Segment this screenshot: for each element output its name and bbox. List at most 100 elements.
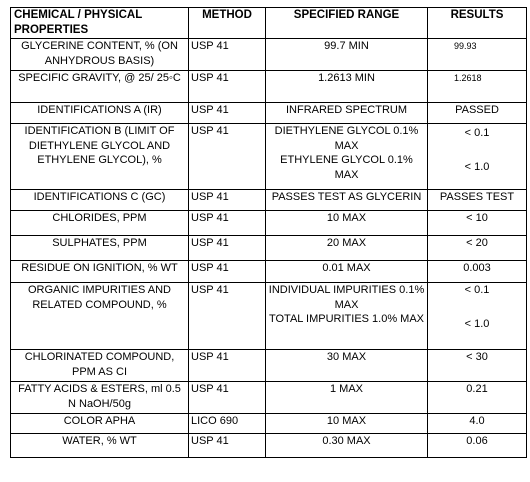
range-value: 30 MAX <box>326 351 367 363</box>
result-value: PASSED <box>455 104 499 116</box>
result-value: PASSES TEST <box>439 191 515 203</box>
method-cell: USP 41 <box>188 260 266 283</box>
property-cell: CHLORINATED COMPOUND, PPM AS CI <box>10 349 189 382</box>
range-value: 99.7 MIN <box>324 40 369 52</box>
property-cell: COLOR APHA <box>10 413 189 434</box>
table-row: IDENTIFICATION B (LIMIT OF DIETHYLENE GL… <box>10 123 527 190</box>
table-row: IDENTIFICATIONS A (IR) USP 41 INFRARED S… <box>10 102 527 124</box>
result-value: 0.06 <box>466 435 488 447</box>
result-value: < 20 <box>466 237 488 249</box>
property-cell: FATTY ACIDS & ESTERS, ml 0.5 N NaOH/50g <box>10 381 189 414</box>
method-cell: USP 41 <box>188 282 266 350</box>
result-value: 1.2618 <box>454 73 482 83</box>
range-value: ETHYLENE GLYCOL 0.1% MAX <box>280 154 413 181</box>
property-cell: CHLORIDES, PPM <box>10 210 189 236</box>
range-cell: INDIVIDUAL IMPURITIES 0.1% MAX TOTAL IMP… <box>265 282 428 350</box>
range-value: TOTAL IMPURITIES 1.0% MAX <box>268 313 425 325</box>
range-cell: 10 MAX <box>265 210 428 236</box>
range-value: 0.01 MAX <box>322 262 371 274</box>
table-row: SULPHATES, PPM USP 41 20 MAX < 20 <box>10 235 527 261</box>
range-cell: 99.7 MIN <box>265 38 428 71</box>
range-cell: 10 MAX <box>265 413 428 434</box>
range-cell: 1.2613 MIN <box>265 70 428 103</box>
specification-table: CHEMICAL / PHYSICAL PROPERTIES METHOD SP… <box>10 7 527 458</box>
range-cell: 0.01 MAX <box>265 260 428 283</box>
property-cell: SPECIFIC GRAVITY, @ 25/ 25◦C <box>10 70 189 103</box>
range-value: 1.2613 MIN <box>318 72 375 84</box>
header-method: METHOD <box>188 7 266 39</box>
range-cell: 20 MAX <box>265 235 428 261</box>
property-cell: WATER, % WT <box>10 433 189 458</box>
result-value: < 10 <box>466 212 488 224</box>
result-cell: 0.06 <box>427 433 527 458</box>
method-cell: USP 41 <box>188 235 266 261</box>
property-cell: IDENTIFICATION B (LIMIT OF DIETHYLENE GL… <box>10 123 189 190</box>
result-value: 4.0 <box>469 415 485 427</box>
result-cell: 0.003 <box>427 260 527 283</box>
range-value: INFRARED SPECTRUM <box>285 104 407 116</box>
result-cell: < 20 <box>427 235 527 261</box>
method-cell: USP 41 <box>188 381 266 414</box>
method-cell: LICO 690 <box>188 413 266 434</box>
table-row: IDENTIFICATIONS C (GC) USP 41 PASSES TES… <box>10 189 527 211</box>
table-row: GLYCERINE CONTENT, % (ON ANHYDROUS BASIS… <box>10 38 527 71</box>
property-cell: RESIDUE ON IGNITION, % WT <box>10 260 189 283</box>
table-row: ORGANIC IMPURITIES AND RELATED COMPOUND,… <box>10 282 527 350</box>
table-row: WATER, % WT USP 41 0.30 MAX 0.06 <box>10 433 527 458</box>
table-row: COLOR APHA LICO 690 10 MAX 4.0 <box>10 413 527 434</box>
table-row: SPECIFIC GRAVITY, @ 25/ 25◦C USP 41 1.26… <box>10 70 527 103</box>
result-value: 99.93 <box>454 41 477 51</box>
result-cell: < 10 <box>427 210 527 236</box>
property-cell: ORGANIC IMPURITIES AND RELATED COMPOUND,… <box>10 282 189 350</box>
range-value: 20 MAX <box>326 237 367 249</box>
result-cell: < 0.1 < 1.0 <box>427 282 527 350</box>
result-value: < 1.0 <box>464 317 490 330</box>
table-row: CHLORINATED COMPOUND, PPM AS CI USP 41 3… <box>10 349 527 382</box>
method-cell: USP 41 <box>188 349 266 382</box>
result-cell: 4.0 <box>427 413 527 434</box>
property-cell: GLYCERINE CONTENT, % (ON ANHYDROUS BASIS… <box>10 38 189 71</box>
method-cell: USP 41 <box>188 210 266 236</box>
result-cell: 1.2618 <box>427 70 527 103</box>
method-cell: USP 41 <box>188 433 266 458</box>
range-value: 10 MAX <box>326 212 367 224</box>
property-cell: SULPHATES, PPM <box>10 235 189 261</box>
range-cell: PASSES TEST AS GLYCERIN <box>265 189 428 211</box>
result-value: 0.21 <box>466 383 488 395</box>
range-value: INDIVIDUAL IMPURITIES 0.1% MAX <box>268 284 425 311</box>
result-cell: < 0.1 < 1.0 <box>427 123 527 190</box>
method-cell: USP 41 <box>188 38 266 71</box>
result-value: < 30 <box>466 351 488 363</box>
range-value: DIETHYLENE GLYCOL 0.1% MAX <box>274 125 419 152</box>
range-cell: 1 MAX <box>265 381 428 414</box>
result-value: < 1.0 <box>464 160 490 173</box>
range-cell: INFRARED SPECTRUM <box>265 102 428 124</box>
table-row: RESIDUE ON IGNITION, % WT USP 41 0.01 MA… <box>10 260 527 283</box>
method-cell: USP 41 <box>188 123 266 190</box>
result-value: < 0.1 <box>464 284 490 296</box>
method-cell: USP 41 <box>188 189 266 211</box>
method-cell: USP 41 <box>188 70 266 103</box>
header-results: RESULTS <box>427 7 527 39</box>
result-cell: 99.93 <box>427 38 527 71</box>
result-cell: PASSED <box>427 102 527 124</box>
property-cell: IDENTIFICATIONS C (GC) <box>10 189 189 211</box>
header-row: CHEMICAL / PHYSICAL PROPERTIES METHOD SP… <box>10 7 527 39</box>
range-value: 0.30 MAX <box>322 435 371 447</box>
range-cell: DIETHYLENE GLYCOL 0.1% MAX ETHYLENE GLYC… <box>265 123 428 190</box>
range-cell: 30 MAX <box>265 349 428 382</box>
result-cell: 0.21 <box>427 381 527 414</box>
range-value: PASSES TEST AS GLYCERIN <box>271 191 422 203</box>
result-cell: PASSES TEST <box>427 189 527 211</box>
range-value: 10 MAX <box>326 415 367 427</box>
range-cell: 0.30 MAX <box>265 433 428 458</box>
table-row: CHLORIDES, PPM USP 41 10 MAX < 10 <box>10 210 527 236</box>
result-cell: < 30 <box>427 349 527 382</box>
property-cell: IDENTIFICATIONS A (IR) <box>10 102 189 124</box>
result-value: < 0.1 <box>464 127 490 139</box>
result-value: 0.003 <box>463 262 491 274</box>
header-properties: CHEMICAL / PHYSICAL PROPERTIES <box>10 7 189 39</box>
method-cell: USP 41 <box>188 102 266 124</box>
range-value: 1 MAX <box>329 383 363 395</box>
header-range: SPECIFIED RANGE <box>265 7 428 39</box>
